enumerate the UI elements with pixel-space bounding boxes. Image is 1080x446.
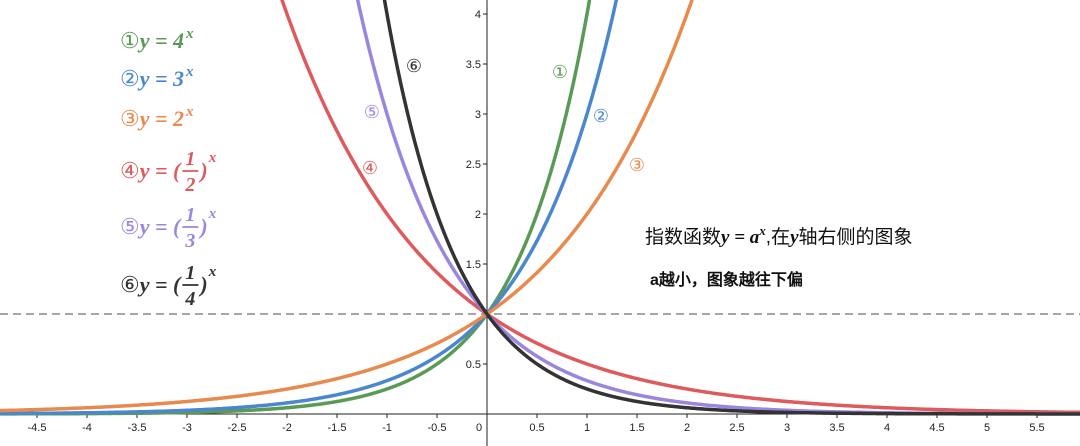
legend-label: ) — [198, 214, 207, 239]
curve-marker: ③ — [629, 155, 645, 175]
curves — [0, 0, 1080, 416]
y-tick-label: 2.5 — [466, 159, 481, 171]
y-tick-label: 3.5 — [466, 59, 481, 71]
annotation-part: 轴右侧的图象 — [799, 226, 913, 248]
y-tick-label: 3 — [475, 109, 481, 121]
legend-label: y = 2 — [137, 106, 184, 131]
curve — [0, 0, 592, 416]
x-tick-label: 0.5 — [529, 422, 544, 434]
curve — [0, 0, 619, 416]
annotation-part: y — [788, 227, 799, 248]
legend-marker: ⑤ — [120, 214, 140, 239]
legend-marker: ⑥ — [120, 272, 140, 297]
x-tick-label: -4.5 — [28, 422, 47, 434]
legend-label: y = 3 — [137, 66, 184, 91]
x-tick-label: 2.5 — [729, 422, 744, 434]
x-tick-label: 3 — [784, 422, 790, 434]
curve-marker: ⑤ — [364, 102, 380, 122]
legend-marker: ④ — [120, 158, 140, 183]
legend-label: y = ( — [137, 158, 182, 183]
legend-label: ) — [198, 272, 207, 297]
x-tick-label: 4.5 — [929, 422, 944, 434]
curve — [382, 0, 1080, 416]
x-tick-label: -0.5 — [428, 422, 447, 434]
legend-power: x — [185, 26, 194, 42]
x-tick-label: 1.5 — [629, 422, 644, 434]
legend-label: y = ( — [137, 272, 182, 297]
annotation-part: x — [758, 223, 766, 238]
legend-power: x — [185, 104, 194, 120]
curve-marker: ⑥ — [406, 56, 422, 76]
labels: ①① y = 4 x②② y = 3 x③③ y = 2 x④④ y = (12) x⑤⑤ y =… — [120, 26, 645, 310]
curve-marker: ④ — [362, 158, 378, 178]
annotation: 指数函数y = ax,在y轴右侧的图象 — [645, 223, 913, 248]
curve-marker: ① — [552, 62, 568, 82]
x-tick-label: 5.5 — [1029, 422, 1044, 434]
legend-label: y = 4 — [137, 28, 184, 53]
legend-numerator: 1 — [185, 204, 195, 226]
x-tick-label: -4 — [82, 422, 92, 434]
legend-denominator: 2 — [184, 174, 195, 196]
legend-denominator: 4 — [184, 288, 195, 310]
x-tick-label: 0 — [476, 422, 482, 434]
x-tick-label: -2 — [282, 422, 292, 434]
x-tick-label: -3 — [182, 422, 192, 434]
annotation-part: y = a — [719, 227, 760, 248]
legend-power: x — [208, 264, 217, 280]
legend-label: ) — [198, 158, 207, 183]
y-tick-label: 4 — [475, 9, 481, 21]
x-tick-label: 3.5 — [829, 422, 844, 434]
x-tick-label: -1 — [382, 422, 392, 434]
y-tick-label: 1.5 — [466, 259, 481, 271]
x-tick-label: -3.5 — [128, 422, 147, 434]
curve — [280, 0, 1080, 415]
legend-marker: ③ — [120, 106, 140, 131]
legend-power: x — [208, 150, 217, 166]
note: a越小，图象越往下偏 — [650, 270, 803, 289]
curve-marker: ② — [593, 106, 609, 126]
x-tick-label: 2 — [684, 422, 690, 434]
legend-power: x — [208, 206, 217, 222]
legend-denominator: 3 — [184, 230, 195, 252]
curve — [0, 0, 694, 413]
y-tick-label: 2 — [475, 209, 481, 221]
legend-power: x — [185, 64, 194, 80]
legend-label: y = ( — [137, 214, 182, 239]
x-tick-label: 4 — [884, 422, 890, 434]
y-tick-label: 0.5 — [466, 359, 481, 371]
legend-numerator: 1 — [185, 148, 195, 170]
x-tick-label: 5 — [984, 422, 990, 434]
legend-marker: ② — [120, 66, 140, 91]
legend-marker: ① — [120, 28, 140, 53]
annotation-part: ,在 — [766, 226, 790, 248]
legend-numerator: 1 — [185, 262, 195, 284]
x-tick-label: -2.5 — [228, 422, 247, 434]
x-tick-label: -1.5 — [328, 422, 347, 434]
x-tick-label: 1 — [584, 422, 590, 434]
annotation-part: 指数函数 — [645, 226, 721, 248]
